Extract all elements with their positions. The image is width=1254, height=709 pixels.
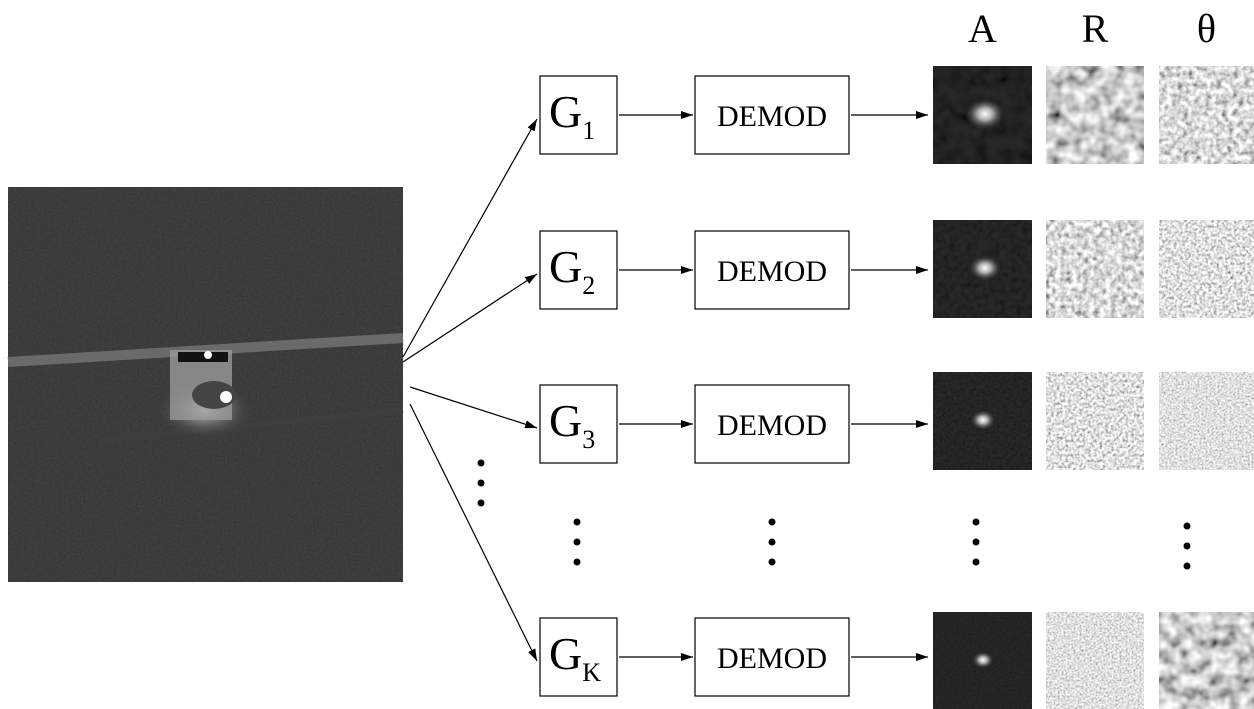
diagram: ARθG1DEMODG2DEMODG3DEMODGKDEMOD — [0, 0, 1254, 709]
filter-subscript: K — [582, 658, 601, 687]
demod-label: DEMOD — [717, 409, 827, 442]
demod-label: DEMOD — [717, 642, 827, 675]
theta-image — [1159, 66, 1254, 164]
r-image — [1046, 372, 1144, 470]
fan-arrow — [410, 404, 537, 661]
r-image — [1046, 612, 1144, 709]
ellipsis — [478, 460, 1191, 570]
demod-label: DEMOD — [717, 255, 827, 288]
amplitude-spot — [969, 409, 997, 431]
input-image — [8, 187, 403, 582]
demod-label: DEMOD — [717, 100, 827, 133]
filter-base: G — [549, 628, 582, 679]
fan-arrow — [403, 274, 537, 362]
filter-base: G — [549, 86, 582, 137]
theta-image — [1159, 372, 1254, 470]
theta-image — [1159, 612, 1254, 709]
column-header: A — [968, 6, 997, 51]
filter-base: G — [549, 241, 582, 292]
filter-subscript: 1 — [582, 116, 595, 145]
filter-subscript: 2 — [582, 271, 595, 300]
fan-arrow — [410, 387, 537, 428]
fan-arrow — [403, 119, 537, 357]
filter-base: G — [549, 395, 582, 446]
column-header: R — [1082, 6, 1109, 51]
amplitude-spot — [971, 650, 995, 669]
theta-image — [1159, 220, 1254, 318]
filter-subscript: 3 — [582, 425, 595, 454]
amplitude-spot — [963, 96, 1007, 131]
r-image — [1046, 66, 1144, 164]
column-header: θ — [1197, 6, 1216, 51]
r-image — [1046, 220, 1144, 318]
amplitude-spot — [967, 254, 1003, 283]
